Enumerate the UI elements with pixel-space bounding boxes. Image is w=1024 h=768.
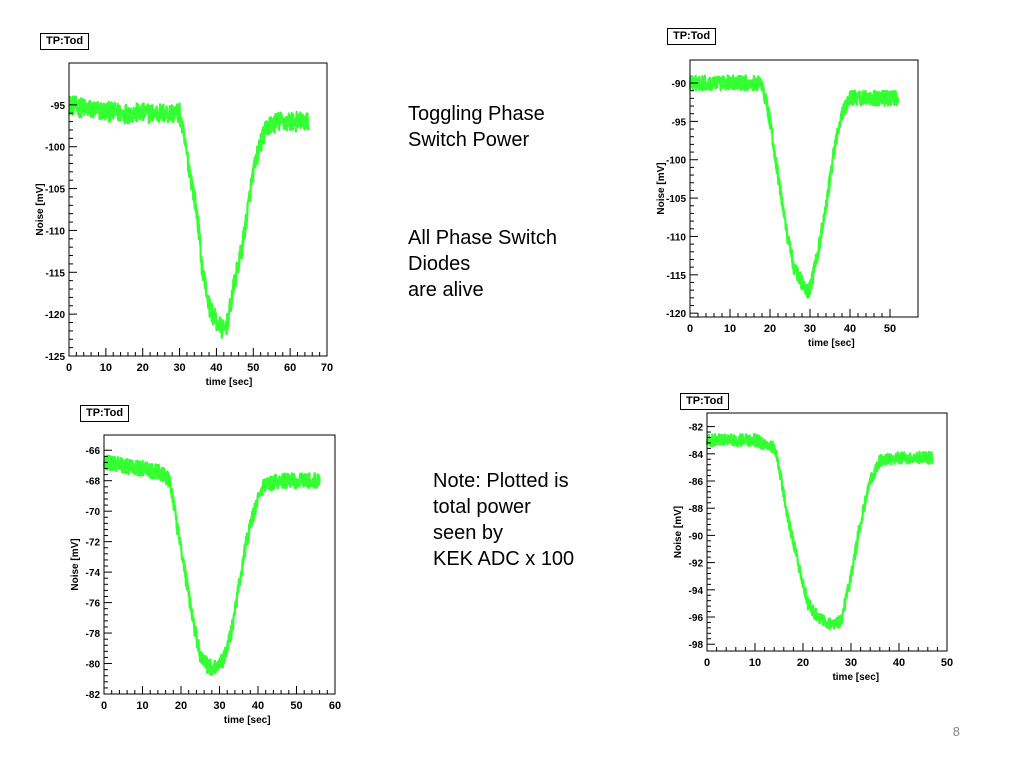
y-tick-label: -100 bbox=[45, 143, 65, 154]
text-line: Switch Power bbox=[408, 129, 530, 151]
series-line bbox=[68, 95, 310, 339]
text-line: seen by bbox=[433, 522, 504, 544]
y-tick-label: -92 bbox=[689, 559, 704, 570]
y-tick-label: -94 bbox=[689, 586, 704, 597]
x-tick-label: 50 bbox=[290, 700, 302, 712]
y-tick-label: -86 bbox=[689, 477, 704, 488]
chart-title-box: TP:Tod bbox=[680, 393, 730, 410]
chart-1: 0 10 20 30 40 50 -90 -95 -100 -105 -110 -115 -120 tim… bbox=[656, 59, 919, 349]
plot-frame bbox=[706, 412, 948, 652]
slide-number: 8 bbox=[952, 724, 960, 739]
y-tick-label: -78 bbox=[86, 629, 101, 640]
text-block-diodes: All Phase Switch Diodes are alive bbox=[408, 225, 557, 303]
y-tick-label: -66 bbox=[86, 446, 101, 457]
x-axis-label: time [sec] bbox=[808, 338, 855, 349]
x-tick-label: 20 bbox=[137, 362, 149, 374]
y-tick-label: -125 bbox=[45, 352, 65, 363]
text-line: KEK ADC x 100 bbox=[433, 548, 575, 570]
y-tick-label: -88 bbox=[689, 504, 704, 515]
y-tick-label: -90 bbox=[672, 79, 687, 90]
y-tick-label: -70 bbox=[86, 507, 101, 518]
series-line bbox=[705, 433, 934, 631]
y-tick-label: -72 bbox=[86, 538, 101, 549]
x-tick-label: 50 bbox=[941, 657, 953, 669]
x-tick-label: 10 bbox=[749, 657, 761, 669]
x-tick-label: 30 bbox=[804, 323, 816, 335]
x-tick-label: 10 bbox=[100, 362, 112, 374]
text-block-toggling: Toggling Phase Switch Power bbox=[408, 101, 545, 153]
x-tick-label: 50 bbox=[247, 362, 259, 374]
series-line bbox=[102, 454, 321, 676]
y-tick-label: -80 bbox=[86, 660, 101, 671]
y-tick-label: -115 bbox=[667, 271, 687, 282]
y-tick-label: -120 bbox=[45, 310, 65, 321]
x-tick-label: 0 bbox=[66, 362, 72, 374]
y-tick-label: -76 bbox=[86, 599, 101, 610]
x-tick-label: 40 bbox=[210, 362, 222, 374]
y-tick-label: -82 bbox=[86, 690, 101, 701]
y-tick-label: -82 bbox=[689, 423, 704, 434]
y-tick-label: -110 bbox=[667, 232, 687, 243]
x-tick-label: 50 bbox=[884, 323, 896, 335]
y-axis-label: Noise [mV] bbox=[673, 506, 684, 558]
y-tick-label: -68 bbox=[86, 477, 101, 488]
y-tick-label: -110 bbox=[46, 226, 66, 237]
series-line bbox=[688, 74, 900, 299]
x-tick-label: 30 bbox=[213, 700, 225, 712]
x-tick-label: 20 bbox=[764, 323, 776, 335]
x-tick-label: 20 bbox=[797, 657, 809, 669]
plot-frame bbox=[68, 62, 328, 357]
x-tick-label: 60 bbox=[284, 362, 296, 374]
plot-frame bbox=[689, 59, 919, 318]
x-tick-label: 40 bbox=[844, 323, 856, 335]
x-axis-label: time [sec] bbox=[224, 715, 271, 726]
x-axis-label: time [sec] bbox=[832, 672, 879, 683]
chart-title-box: TP:Tod bbox=[40, 33, 90, 50]
y-tick-label: -96 bbox=[689, 613, 704, 624]
chart-2: 0 10 20 30 40 50 60 -66 -68 -70 -72 -74 -76 -78 -80 -82… bbox=[70, 434, 341, 726]
y-tick-label: -98 bbox=[689, 640, 704, 651]
x-tick-label: 40 bbox=[893, 657, 905, 669]
y-tick-label: -95 bbox=[672, 117, 687, 128]
y-axis-label: Noise [mV] bbox=[70, 538, 81, 590]
text-line: Toggling Phase bbox=[408, 103, 545, 125]
y-tick-label: -84 bbox=[689, 450, 704, 461]
text-block-note: Note: Plotted is total power seen by KEK… bbox=[433, 468, 574, 572]
x-tick-label: 70 bbox=[321, 362, 333, 374]
y-tick-label: -90 bbox=[689, 531, 704, 542]
x-tick-label: 10 bbox=[724, 323, 736, 335]
x-axis-label: time [sec] bbox=[206, 377, 253, 388]
x-tick-label: 0 bbox=[704, 657, 710, 669]
y-tick-label: -105 bbox=[45, 185, 65, 196]
text-line: total power bbox=[433, 496, 531, 518]
y-tick-label: -95 bbox=[51, 101, 66, 112]
chart-3: 0 10 20 30 40 50 -82 -84 -86 -88 -90 -92 -94 -96 -98 ti… bbox=[673, 412, 953, 683]
chart-title-box: TP:Tod bbox=[80, 405, 130, 422]
x-tick-label: 20 bbox=[175, 700, 187, 712]
x-tick-label: 10 bbox=[136, 700, 148, 712]
x-tick-label: 0 bbox=[101, 700, 107, 712]
x-tick-label: 60 bbox=[329, 700, 341, 712]
y-tick-label: -100 bbox=[666, 156, 686, 167]
x-tick-label: 0 bbox=[687, 323, 693, 335]
x-tick-label: 40 bbox=[252, 700, 264, 712]
text-line: Note: Plotted is bbox=[433, 470, 569, 492]
text-line: All Phase Switch bbox=[408, 227, 557, 249]
chart-title-box: TP:Tod bbox=[667, 28, 717, 45]
y-axis-label: Noise [mV] bbox=[35, 183, 46, 235]
text-line: are alive bbox=[408, 279, 484, 301]
y-tick-label: -120 bbox=[666, 309, 686, 320]
text-line: Diodes bbox=[408, 253, 471, 275]
x-tick-label: 30 bbox=[845, 657, 857, 669]
y-tick-label: -105 bbox=[666, 194, 686, 205]
chart-0: 0 10 20 30 40 50 60 70 -95 -100 -105 -110 -115 -120 -1… bbox=[35, 62, 333, 388]
y-axis-label: Noise [mV] bbox=[656, 162, 667, 214]
x-tick-label: 30 bbox=[173, 362, 185, 374]
y-tick-label: -115 bbox=[46, 268, 66, 279]
y-tick-label: -74 bbox=[86, 568, 101, 579]
